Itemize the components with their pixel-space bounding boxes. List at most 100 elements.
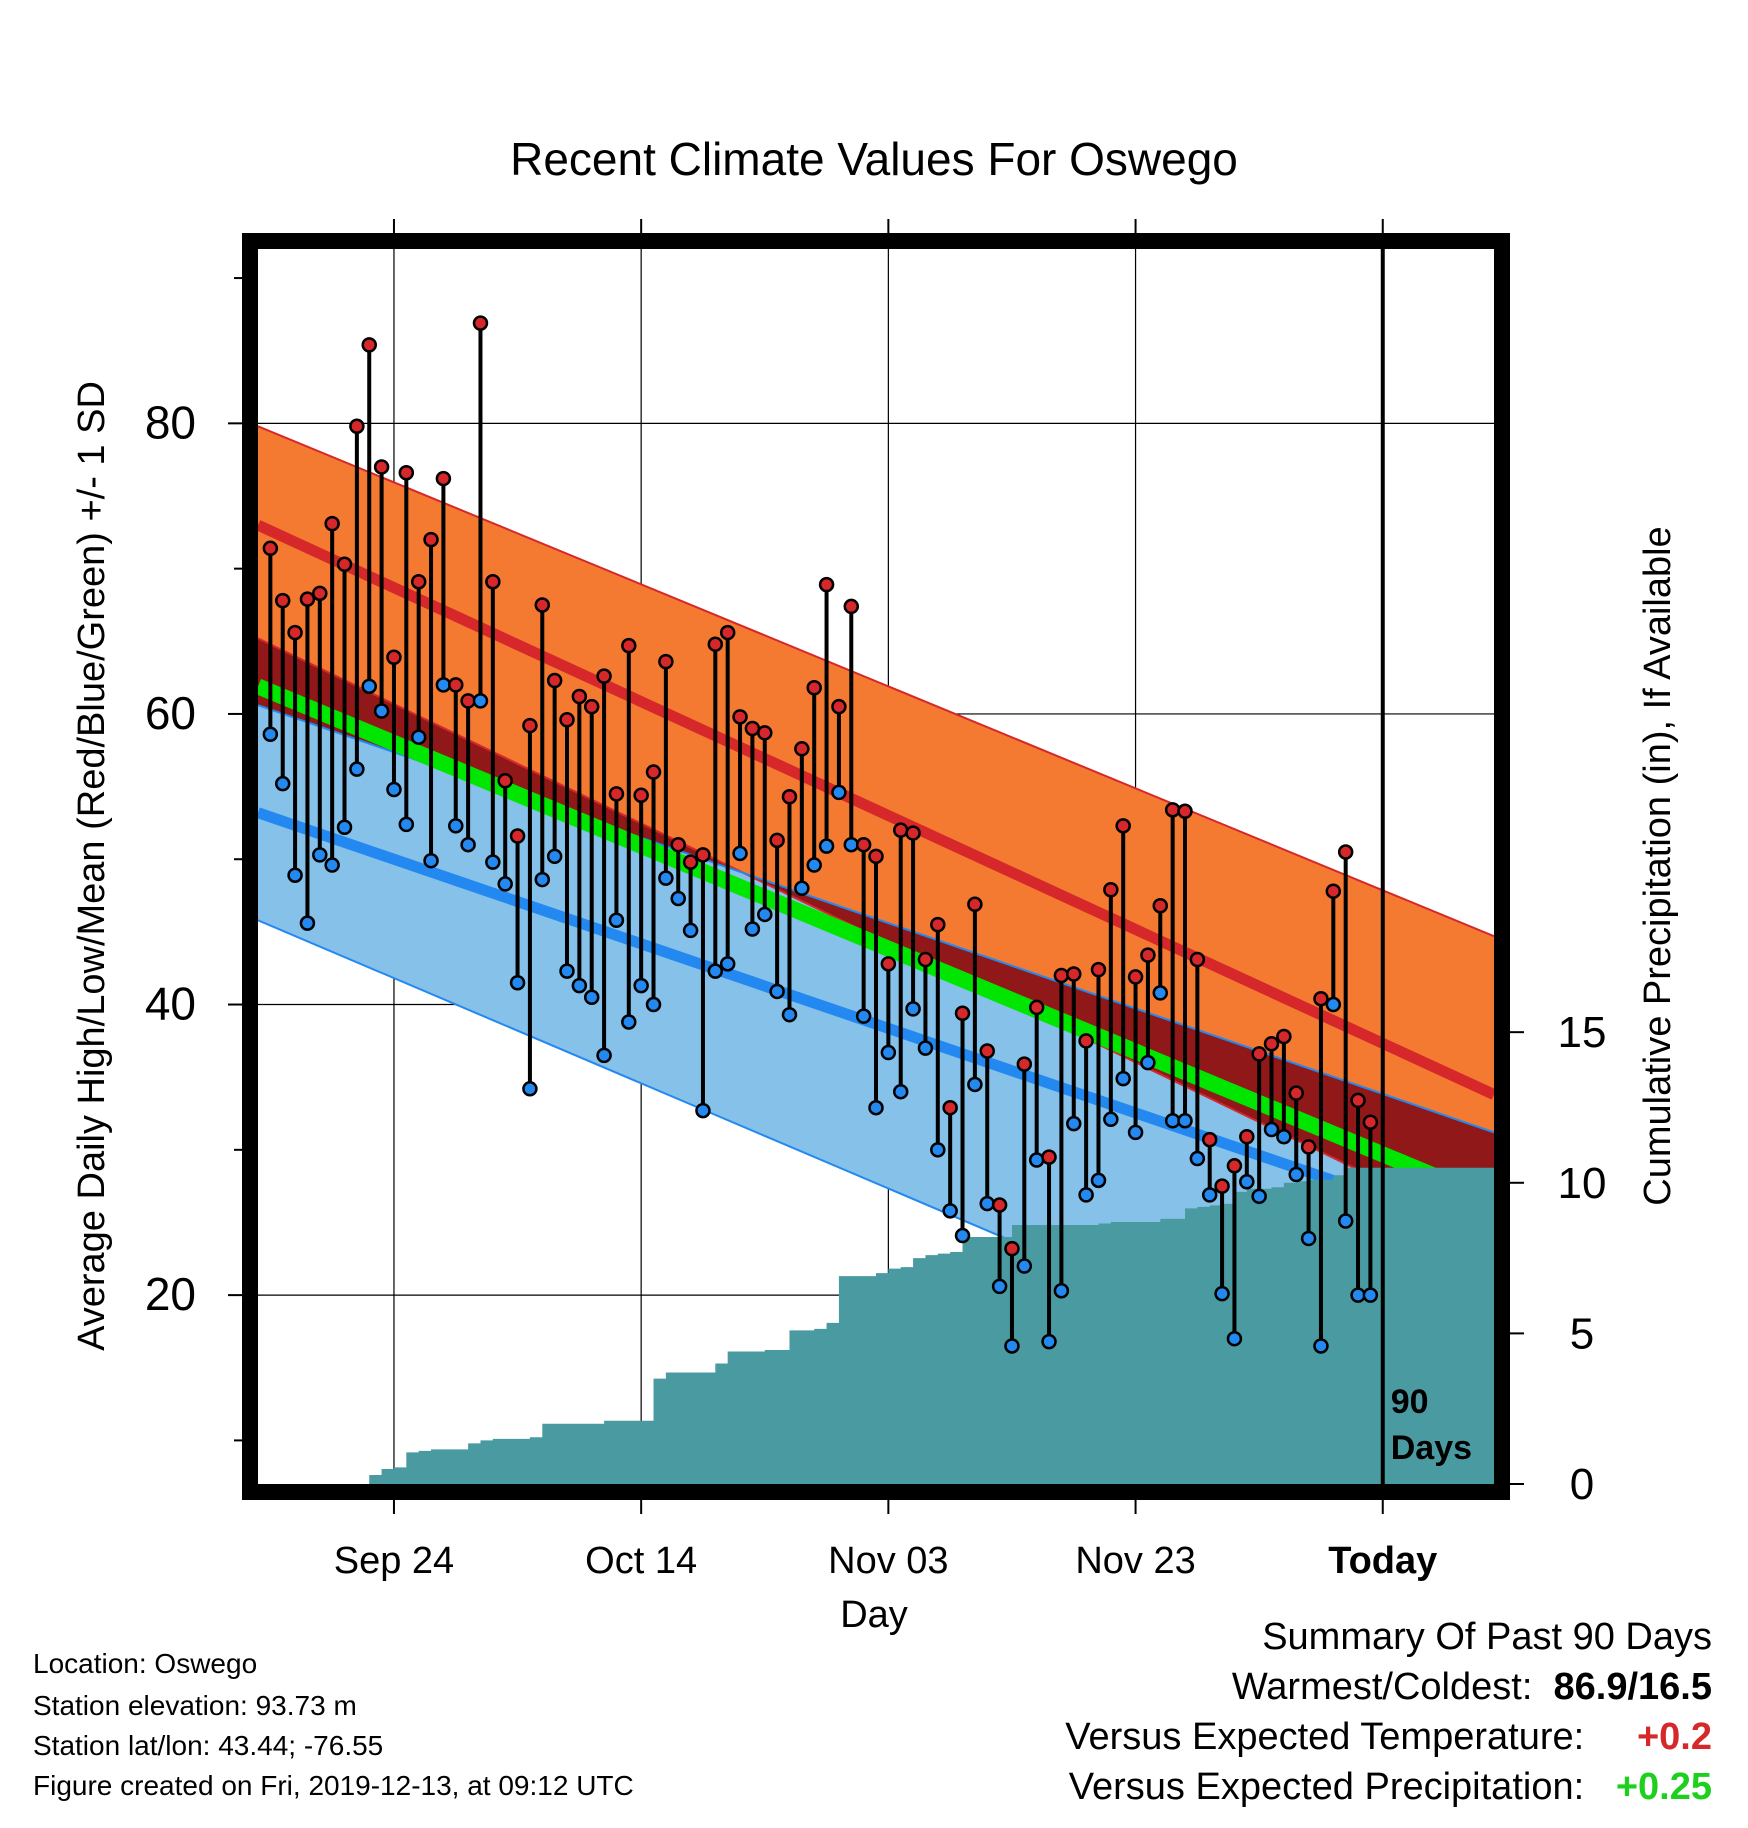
high-point [349, 418, 365, 435]
low-point [1004, 1338, 1020, 1354]
x-tick-label: Nov 03 [828, 1540, 948, 1582]
low-point [1103, 1111, 1119, 1128]
high-point [942, 1099, 958, 1116]
low-point [1226, 1330, 1243, 1347]
high-point [410, 573, 427, 590]
high-point [509, 828, 526, 844]
x-tick-label: Nov 23 [1075, 1540, 1195, 1582]
x-axis-label: Day [840, 1594, 908, 1636]
high-point [732, 709, 748, 725]
high-point [1300, 1139, 1317, 1155]
low-point [559, 963, 575, 979]
high-point [633, 787, 649, 804]
low-point [1127, 1124, 1144, 1141]
x-tick-label: Oct 14 [585, 1540, 697, 1582]
chart-title: Recent Climate Values For Oswego [510, 133, 1238, 185]
high-point [621, 637, 637, 654]
high-point [373, 459, 390, 475]
low-point [448, 818, 464, 834]
low-point [1263, 1121, 1280, 1138]
x-tick-label: Today [1328, 1540, 1437, 1582]
low-point [349, 761, 365, 777]
high-point [534, 597, 551, 613]
low-point [818, 838, 835, 854]
high-point [831, 698, 847, 715]
high-point [1214, 1178, 1230, 1194]
high-point [546, 672, 563, 689]
high-point [1078, 1033, 1094, 1049]
high-point [324, 515, 340, 532]
info-created: Figure created on Fri, 2019-12-13, at 09… [33, 1770, 634, 1801]
high-point [818, 576, 835, 593]
precip-label: Versus Expected Precipitation: [1068, 1766, 1585, 1808]
low-point [398, 816, 415, 833]
high-point [1239, 1128, 1255, 1145]
low-point [843, 836, 860, 853]
low-point [732, 845, 748, 862]
low-point [769, 983, 785, 1000]
low-point [1362, 1287, 1379, 1303]
x-tick-label: Sep 24 [334, 1540, 454, 1582]
low-point [1201, 1187, 1218, 1203]
low-point [1041, 1333, 1057, 1350]
low-point [831, 784, 847, 801]
low-point [658, 870, 674, 886]
low-point [806, 857, 822, 873]
high-point [435, 470, 452, 487]
high-point [1053, 967, 1070, 984]
axes: 20 40 60 80 0 5 10 15 Sep 24 Oct 14 Nov 03 Nov 23 To… [145, 219, 1606, 1582]
summary-precipitation: Versus Expected Precipitation: +0.25 [1069, 1768, 1712, 1806]
low-point [695, 1102, 711, 1119]
low-point [633, 977, 649, 994]
high-point [1177, 803, 1193, 820]
y-left-tick-label: 40 [145, 978, 196, 1030]
high-point [991, 1197, 1008, 1213]
high-point [905, 825, 921, 841]
normal-high-line [258, 520, 1494, 1100]
today-marker-label-line2: Days [1391, 1429, 1472, 1467]
low-point [621, 1014, 637, 1030]
y-axis-left-label: Average Daily High/Low/Mean (Red/Blue/Gr… [71, 381, 113, 1351]
low-point [781, 1006, 798, 1023]
low-point [509, 974, 526, 991]
low-point [1078, 1187, 1094, 1203]
info-latlon: Station lat/lon: 43.44; -76.55 [33, 1730, 384, 1761]
high-point [497, 773, 513, 789]
low-point [262, 726, 279, 743]
warmest-coldest-value: 86.9/16.5 [1553, 1666, 1712, 1708]
low-point [1066, 1115, 1082, 1132]
low-point [1337, 1213, 1354, 1229]
low-point [596, 1047, 612, 1064]
high-point [855, 836, 872, 853]
low-point [1288, 1166, 1304, 1183]
low-point [1325, 996, 1342, 1013]
low-point [583, 989, 600, 1006]
high-point [954, 1005, 971, 1021]
high-point [287, 624, 303, 641]
y-right-tick-label: 0 [1570, 1460, 1594, 1509]
plot-frame [242, 233, 1510, 1500]
low-point [373, 703, 390, 719]
precip-anomaly-value: +0.25 [1615, 1766, 1712, 1808]
high-point [460, 693, 476, 709]
high-point [1189, 951, 1206, 968]
y-left-tick-label: 60 [145, 687, 196, 739]
high-point [1152, 897, 1169, 914]
low-point [917, 1040, 934, 1056]
low-point [707, 963, 724, 979]
summary-heading: Summary Of Past 90 Days [1262, 1616, 1712, 1658]
low-point [1177, 1113, 1193, 1129]
high-point [707, 636, 724, 652]
low-point [868, 1099, 884, 1116]
low-point [719, 956, 736, 972]
high-point [472, 315, 489, 331]
high-point [843, 598, 860, 615]
low-point [336, 819, 353, 836]
low-point [1189, 1150, 1206, 1167]
info-elevation: Station elevation: 93.73 m [33, 1690, 357, 1721]
high-point [1325, 883, 1342, 899]
low-point [522, 1081, 538, 1097]
y-left-tick-label: 20 [145, 1268, 196, 1320]
y-left-tick-label: 80 [145, 396, 196, 448]
